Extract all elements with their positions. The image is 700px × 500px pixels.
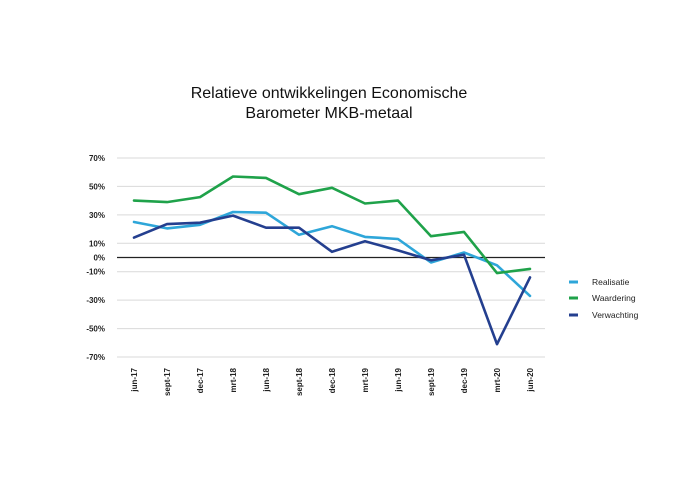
legend-label-verwachting: Verwachting xyxy=(592,310,639,320)
x-tick-label: mrt-19 xyxy=(361,367,370,392)
x-tick-label: sept-18 xyxy=(295,367,304,396)
legend-label-waardering: Waardering xyxy=(592,293,636,303)
y-axis-ticks: 70% 50% 30% 10% 0% -10% -30% -50% -70% xyxy=(86,154,105,362)
x-tick-label: mrt-20 xyxy=(493,367,502,392)
legend: Realisatie Waardering Verwachting xyxy=(569,277,639,320)
y-tick-label: -10% xyxy=(86,268,105,277)
legend-label-realisatie: Realisatie xyxy=(592,277,630,287)
x-tick-label: mrt-18 xyxy=(229,367,238,392)
y-tick-label: -30% xyxy=(86,296,105,305)
x-tick-label: dec-19 xyxy=(460,367,469,393)
gridlines xyxy=(117,157,545,358)
x-axis-ticks: jun-17 sept-17 dec-17 mrt-18 jun-18 sept-18 de… xyxy=(130,367,535,396)
x-tick-label: jun-18 xyxy=(262,367,271,392)
y-tick-label: 50% xyxy=(89,182,105,191)
x-tick-label: jun-19 xyxy=(394,367,403,392)
y-tick-label: 30% xyxy=(89,211,105,220)
y-tick-label: -70% xyxy=(86,353,105,362)
y-tick-label: 70% xyxy=(89,154,105,163)
x-tick-label: sept-19 xyxy=(427,367,436,396)
series-lines xyxy=(132,175,532,346)
y-tick-label: 0% xyxy=(93,254,105,263)
y-tick-label: -50% xyxy=(86,325,105,334)
x-tick-label: sept-17 xyxy=(163,367,172,396)
x-tick-label: jun-17 xyxy=(130,367,139,392)
chart-title-line-1: Relatieve ontwikkelingen Economische xyxy=(191,85,468,102)
series-line-realisatie xyxy=(132,210,532,298)
y-tick-label: 10% xyxy=(89,239,105,248)
x-tick-label: jun-20 xyxy=(526,367,535,392)
x-tick-label: dec-17 xyxy=(196,367,205,393)
series-line-waardering xyxy=(132,175,532,275)
x-tick-label: dec-18 xyxy=(328,367,337,393)
series-line-verwachting xyxy=(132,214,532,346)
chart-title-line-2: Barometer MKB-metaal xyxy=(245,105,412,122)
